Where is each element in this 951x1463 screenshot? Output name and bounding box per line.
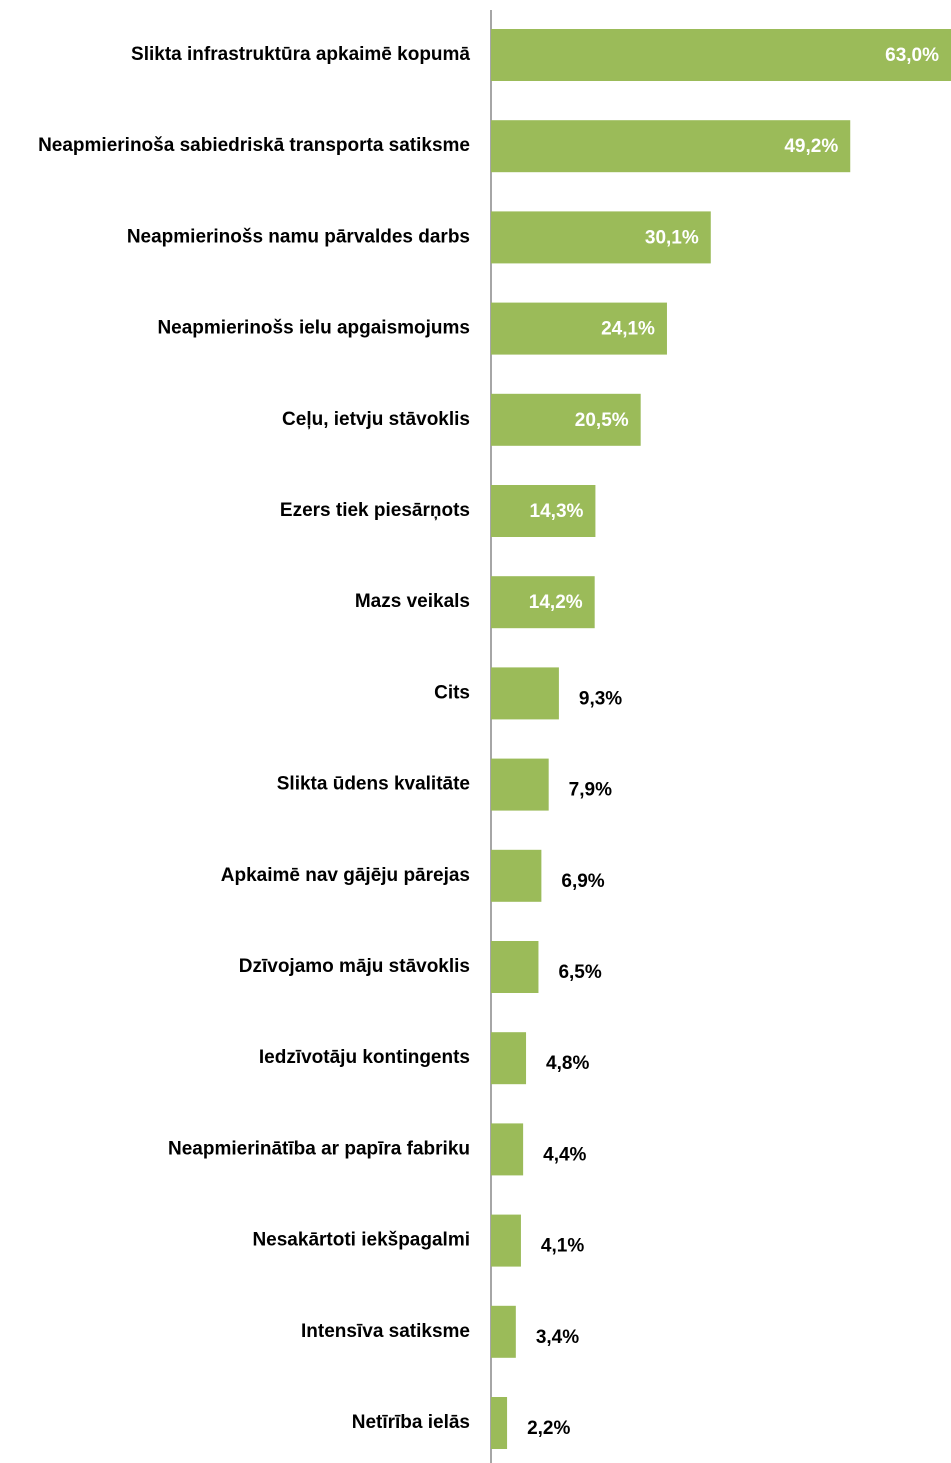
bar xyxy=(491,1123,524,1176)
bar xyxy=(491,393,641,446)
value-label: 14,3% xyxy=(530,501,584,522)
value-label: 49,2% xyxy=(784,136,838,157)
category-label: Slikta infrastruktūra apkaimē kopumā xyxy=(131,44,470,65)
category-label: Intensīva satiksme xyxy=(301,1321,470,1342)
bar xyxy=(491,667,559,720)
bar xyxy=(491,1032,527,1085)
value-label: 4,4% xyxy=(543,1144,586,1165)
value-label: 4,8% xyxy=(546,1053,589,1074)
category-label: Netīrība ielās xyxy=(352,1412,470,1433)
category-label: Iedzīvotāju kontingents xyxy=(259,1047,470,1068)
bar xyxy=(491,576,595,629)
category-label: Neapmierinošs namu pārvaldes darbs xyxy=(127,226,470,247)
category-label: Ceļu, ietvju stāvoklis xyxy=(282,409,470,430)
bar xyxy=(491,302,667,355)
category-label: Neapmierinātība ar papīra fabriku xyxy=(168,1138,470,1159)
category-label: Mazs veikals xyxy=(355,591,470,612)
category-label: Neapmierinoša sabiedriskā transporta sat… xyxy=(38,135,470,156)
value-label: 9,3% xyxy=(579,688,622,709)
value-label: 14,2% xyxy=(529,592,583,613)
value-label: 2,2% xyxy=(527,1418,570,1439)
value-label: 6,9% xyxy=(561,871,604,892)
bar xyxy=(491,758,549,811)
bar xyxy=(491,120,851,173)
value-label: 6,5% xyxy=(558,962,601,983)
value-label: 3,4% xyxy=(536,1327,579,1348)
value-label: 4,1% xyxy=(541,1236,584,1257)
category-label: Neapmierinošs ielu apgaismojums xyxy=(157,318,470,339)
bar xyxy=(491,211,711,264)
bar xyxy=(491,29,951,81)
value-label: 63,0% xyxy=(885,45,939,66)
value-label: 7,9% xyxy=(569,780,612,801)
value-label: 30,1% xyxy=(645,227,699,248)
category-label: Cits xyxy=(434,682,470,703)
category-label: Dzīvojamo māju stāvoklis xyxy=(239,956,470,977)
category-label: Slikta ūdens kvalitāte xyxy=(277,774,470,795)
bar xyxy=(491,1214,521,1267)
bar xyxy=(491,485,596,537)
value-label: 24,1% xyxy=(601,319,655,340)
bar xyxy=(491,941,539,993)
value-label: 20,5% xyxy=(575,410,629,431)
bar xyxy=(491,1305,516,1358)
bar xyxy=(491,1397,508,1449)
category-label: Ezers tiek piesārņots xyxy=(280,500,470,521)
bar xyxy=(491,849,542,902)
category-label: Nesakārtoti iekšpagalmi xyxy=(252,1230,470,1251)
category-label: Apkaimē nav gājēju pārejas xyxy=(221,865,470,886)
